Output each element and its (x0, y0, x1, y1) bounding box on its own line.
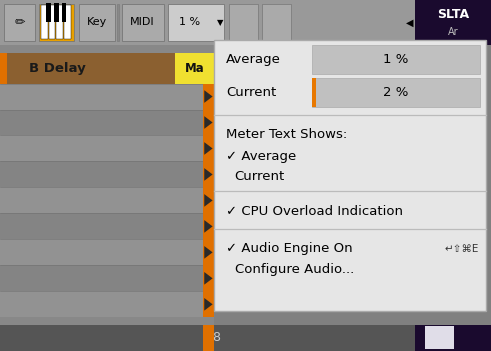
Polygon shape (204, 298, 213, 311)
Bar (168, 4, 224, 41)
Bar (0, 325, 491, 351)
Polygon shape (204, 168, 213, 181)
Bar (0, 239, 214, 265)
Text: 2 %: 2 % (383, 86, 409, 99)
Text: 8: 8 (212, 331, 220, 344)
Bar (7, 53, 183, 84)
Text: Current: Current (226, 86, 276, 99)
Bar (0, 265, 214, 291)
Bar (0, 187, 214, 213)
Polygon shape (204, 194, 213, 207)
Bar (425, 326, 454, 349)
Bar (0, 45, 214, 351)
Text: Current: Current (235, 170, 285, 183)
Bar (41, 5, 48, 39)
Bar (4, 4, 35, 41)
Text: ✓ Average: ✓ Average (226, 150, 296, 163)
Text: Average: Average (226, 53, 281, 66)
Text: 1 %: 1 % (383, 53, 409, 66)
Bar (229, 4, 258, 41)
Text: ✓ Audio Engine On: ✓ Audio Engine On (226, 242, 353, 256)
Bar (203, 325, 214, 351)
Text: ▼: ▼ (217, 18, 223, 27)
Text: ◀: ◀ (406, 18, 414, 27)
Text: Key: Key (86, 18, 107, 27)
Text: SLTA: SLTA (437, 8, 469, 21)
Bar (122, 4, 164, 41)
Polygon shape (204, 272, 213, 285)
Bar (0, 161, 214, 187)
Polygon shape (204, 246, 213, 259)
Bar (0, 84, 214, 110)
Bar (62, 3, 66, 22)
Text: MIDI: MIDI (130, 18, 155, 27)
Text: Ar: Ar (448, 27, 458, 37)
Bar (56, 5, 63, 39)
Bar (415, 325, 491, 351)
Text: ↵⇧⌘E: ↵⇧⌘E (444, 244, 479, 254)
Bar (262, 4, 291, 41)
Bar (415, 0, 491, 45)
Bar (47, 3, 51, 22)
Text: ✏: ✏ (14, 16, 25, 29)
Bar (214, 40, 486, 311)
Bar (79, 4, 115, 41)
Text: 1 %: 1 % (179, 18, 200, 27)
Bar (312, 78, 316, 107)
Polygon shape (204, 116, 213, 129)
Bar (49, 5, 55, 39)
Text: Ma: Ma (185, 61, 204, 75)
Text: B Delay: B Delay (29, 61, 86, 75)
Bar (203, 84, 214, 317)
Bar (0, 53, 7, 84)
Bar (39, 4, 74, 41)
Polygon shape (204, 220, 213, 233)
Bar (117, 4, 119, 41)
Bar (175, 53, 214, 84)
Bar (0, 110, 214, 135)
Polygon shape (204, 90, 213, 103)
Text: ✓ CPU Overload Indication: ✓ CPU Overload Indication (226, 205, 403, 218)
Bar (64, 5, 71, 39)
Bar (0, 213, 214, 239)
Bar (0, 0, 491, 45)
Text: Configure Audio...: Configure Audio... (235, 263, 354, 276)
Bar (55, 3, 58, 22)
Bar (312, 78, 480, 107)
Bar (0, 291, 214, 317)
Polygon shape (204, 142, 213, 155)
Bar (312, 45, 480, 74)
Bar (0, 135, 214, 161)
Text: Meter Text Shows:: Meter Text Shows: (226, 128, 347, 141)
